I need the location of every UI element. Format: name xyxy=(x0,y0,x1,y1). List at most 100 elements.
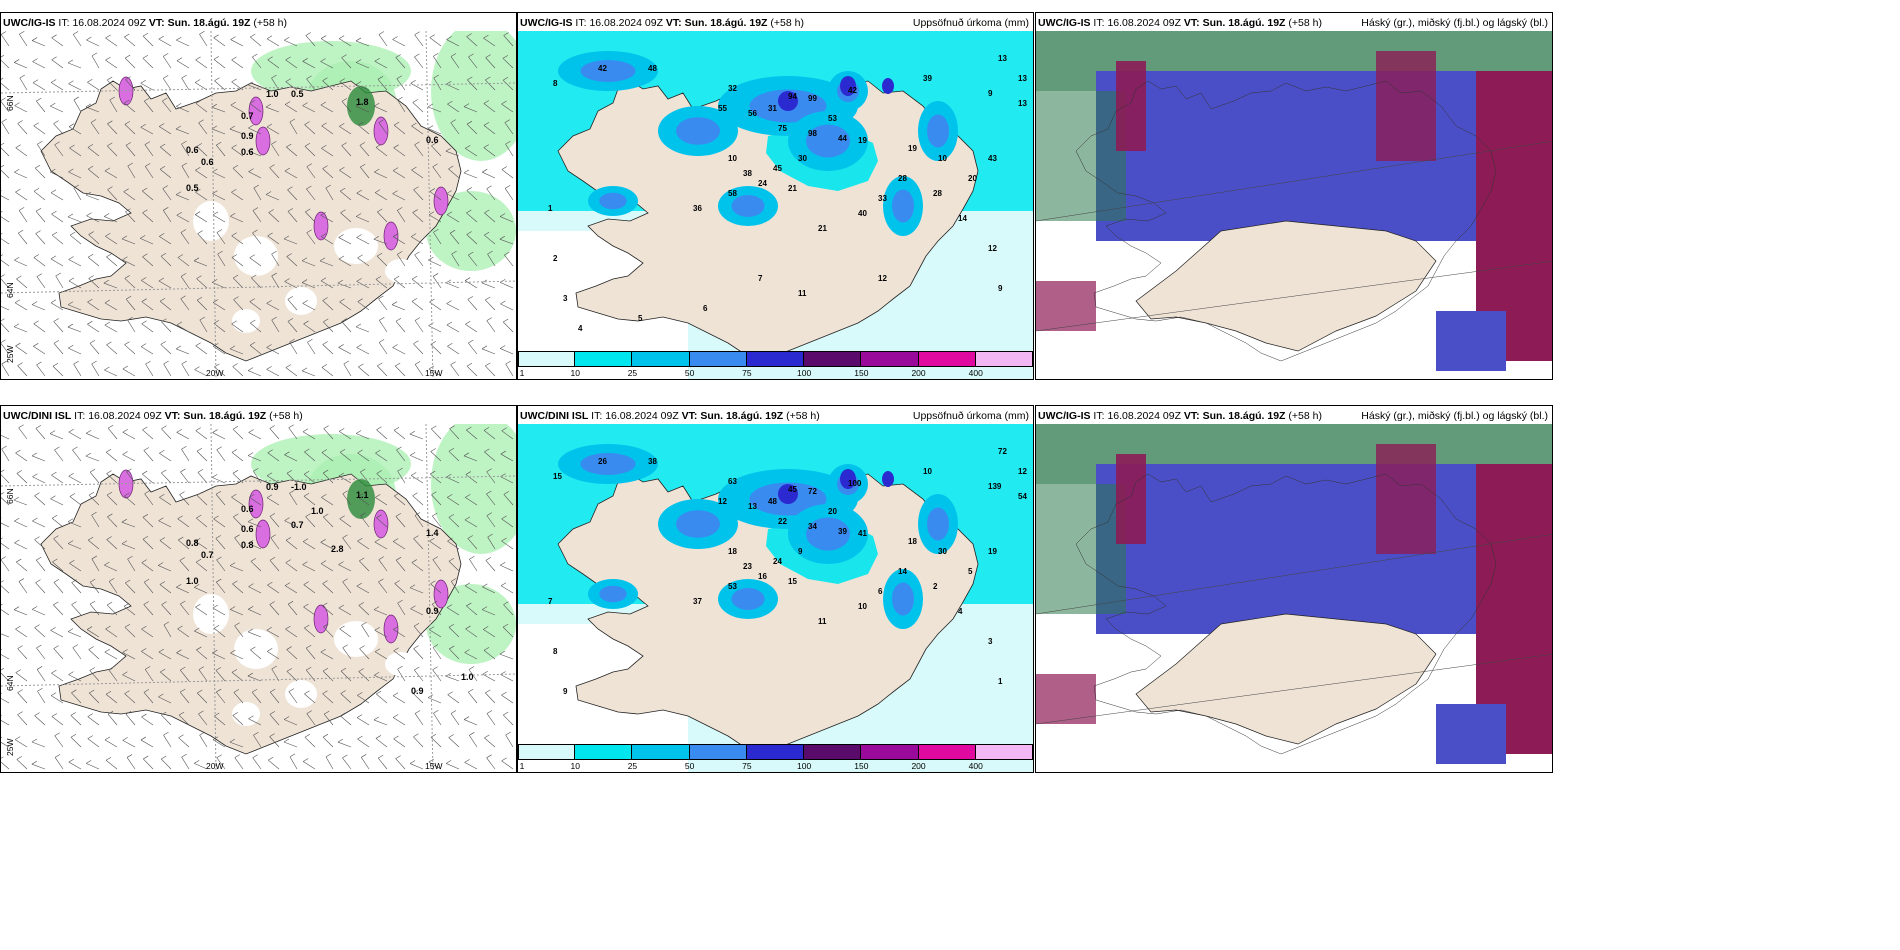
convective-cell xyxy=(433,579,449,609)
wind-barb-flag xyxy=(501,757,507,762)
wind-barb-flag xyxy=(483,626,489,630)
wind-barb xyxy=(323,428,334,440)
wind-barb-flag xyxy=(342,534,348,539)
wind-barb xyxy=(271,144,280,157)
wind-barb-flag xyxy=(1,756,4,759)
wind-barb xyxy=(248,432,262,440)
accum-value-label: 32 xyxy=(728,84,737,93)
wind-barb xyxy=(53,343,64,355)
wind-barb-flag xyxy=(343,360,349,365)
wind-barb xyxy=(302,105,316,113)
wind-barb-flag xyxy=(339,298,345,303)
wind-barb-flag xyxy=(180,666,186,671)
wind-barb-flag xyxy=(32,517,38,522)
wind-barb-flag xyxy=(448,624,455,628)
wind-barb xyxy=(178,737,190,748)
wind-barb xyxy=(1,343,10,355)
wind-barb xyxy=(35,582,46,594)
wind-barb xyxy=(373,609,388,616)
wind-barb xyxy=(306,232,316,245)
wind-barb-flag xyxy=(50,102,56,107)
wind-barb xyxy=(322,736,334,748)
wind-barb-flag xyxy=(357,735,363,740)
colorbar-swatch xyxy=(575,744,633,760)
wind-barb xyxy=(107,427,118,440)
wind-barb-flag xyxy=(266,344,272,348)
accum-value-label: 58 xyxy=(728,189,737,198)
wind-barb xyxy=(55,275,64,289)
wind-barb xyxy=(289,121,298,135)
accum-value-label: 53 xyxy=(728,582,737,591)
wind-barb-flag xyxy=(107,601,113,606)
wind-barb xyxy=(321,147,334,157)
wind-barb xyxy=(36,647,46,660)
wind-barb-flag xyxy=(301,279,308,283)
colorbar-tick: 400 xyxy=(968,761,983,771)
wind-barb xyxy=(445,282,460,289)
wind-barb-flag xyxy=(446,473,452,478)
wind-barb-flag xyxy=(289,118,295,123)
wind-barb xyxy=(499,238,514,245)
wind-barb xyxy=(1,169,10,179)
wind-barb xyxy=(162,188,172,201)
wind-barb xyxy=(451,253,460,267)
wind-barb xyxy=(181,449,190,462)
wind-barb-flag xyxy=(37,687,43,692)
wind-barb-flag xyxy=(303,603,309,608)
wind-barb-flag xyxy=(85,103,92,108)
accum-value-label: 45 xyxy=(788,485,797,494)
wind-barb-flag xyxy=(213,320,220,324)
accum-value-label: 4 xyxy=(958,607,963,616)
wind-barb xyxy=(432,166,442,179)
wind-barb-flag xyxy=(158,517,164,521)
wind-barb-flag xyxy=(213,515,219,520)
lon-label-15w: 15W xyxy=(425,368,443,378)
wind-barb-flag xyxy=(54,732,60,736)
wind-barb-flag xyxy=(305,513,311,517)
wind-barb xyxy=(321,125,334,135)
wind-barb-flag xyxy=(487,250,493,255)
wind-barb-flag xyxy=(339,166,345,171)
wind-barb-flag xyxy=(194,366,200,370)
wind-barb xyxy=(468,254,478,267)
wind-barb xyxy=(325,756,334,770)
wind-barb-flag xyxy=(306,710,312,714)
init-time: 16.08.2024 09Z xyxy=(88,410,162,422)
wind-barb-flag xyxy=(34,712,40,716)
wind-barb xyxy=(125,582,136,594)
wind-barb-flag xyxy=(106,253,112,258)
wind-barb-flag xyxy=(269,425,275,429)
wind-barb xyxy=(126,471,136,484)
wind-barb-flag xyxy=(433,74,439,79)
wind-barb-flag xyxy=(141,713,147,718)
wind-barb xyxy=(306,188,316,201)
wind-barb-flag xyxy=(396,446,402,451)
wind-barb-flag xyxy=(339,428,345,432)
wind-barb-flag xyxy=(397,467,403,472)
wind-barb-flag xyxy=(376,426,382,430)
wind-barb xyxy=(196,517,208,528)
wind-barb-flag xyxy=(14,59,20,63)
wind-barb-flag xyxy=(427,125,434,129)
accum-value-label: 28 xyxy=(898,174,907,183)
wind-barb-flag xyxy=(322,469,329,474)
wind-barb-flag xyxy=(270,534,276,538)
wind-barb-flag xyxy=(486,490,492,495)
wind-barb-flag xyxy=(321,144,327,149)
wind-barb-flag xyxy=(267,56,273,61)
wind-barb-flag xyxy=(124,341,130,345)
wind-barb-flag xyxy=(252,754,258,758)
colorbar-tick: 10 xyxy=(570,368,580,378)
wind-barb xyxy=(465,148,478,157)
wind-barb-flag xyxy=(144,141,151,145)
wind-barb xyxy=(321,367,334,377)
wind-barb-flag xyxy=(175,125,182,130)
wind-barb-flag xyxy=(447,342,453,347)
wind-barb xyxy=(195,170,208,179)
wind-barb-flag xyxy=(86,36,92,41)
wind-barb-flag xyxy=(199,316,205,321)
wind-barb-flag xyxy=(89,689,95,694)
wind-barb xyxy=(85,455,100,462)
wind-barb xyxy=(356,216,370,223)
wind-barb-flag xyxy=(1,211,3,213)
